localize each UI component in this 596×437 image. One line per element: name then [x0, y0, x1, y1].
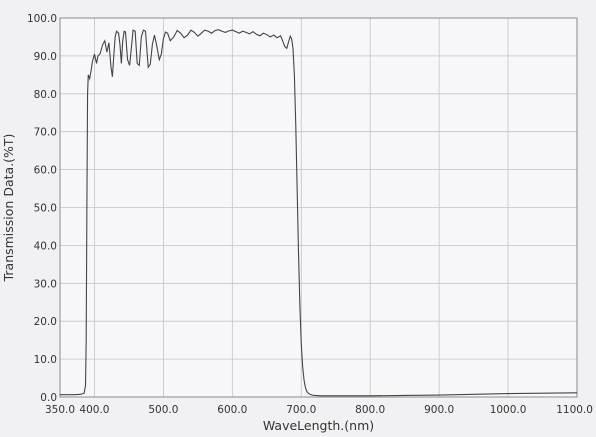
x-tick-label: 500.0: [148, 404, 178, 416]
x-tick-label: 700.0: [286, 404, 316, 416]
x-axis-title: WaveLength.(nm): [263, 418, 374, 433]
y-tick-label: 80.0: [34, 89, 57, 101]
y-tick-label: 0.0: [40, 392, 57, 404]
x-tick-label: 1100.0: [556, 404, 593, 416]
x-tick-label: 600.0: [217, 404, 247, 416]
y-tick-label: 60.0: [34, 165, 57, 177]
plot-frame: [59, 17, 578, 398]
y-tick-label: 40.0: [34, 240, 57, 252]
y-tick-label: 90.0: [34, 51, 57, 63]
x-tick-label: 400.0: [79, 404, 109, 416]
grid-lines: [60, 18, 577, 397]
y-tick-label: 30.0: [34, 278, 57, 290]
y-tick-label: 10.0: [34, 354, 57, 366]
y-axis-title: Transmission Data.(%T): [1, 134, 16, 283]
x-tick-label: 350.0: [45, 404, 75, 416]
y-tick-label: 100.0: [27, 13, 57, 25]
transmission-series-line: [60, 29, 578, 397]
x-tick-labels: 350.0 400.0 500.0 600.0 700.0 800.0 900.0 1000.…: [45, 404, 593, 416]
y-tick-label: 20.0: [34, 316, 57, 328]
x-tick-label: 800.0: [355, 404, 385, 416]
x-tick-label: 900.0: [424, 404, 454, 416]
y-tick-labels: 0.0 10.0 20.0 30.0 40.0 50.0 60.0 70.0 80.0 90.0 1…: [27, 13, 57, 404]
y-tick-label: 70.0: [34, 127, 57, 139]
y-tick-label: 50.0: [34, 203, 57, 215]
x-tick-label: 1000.0: [490, 404, 527, 416]
